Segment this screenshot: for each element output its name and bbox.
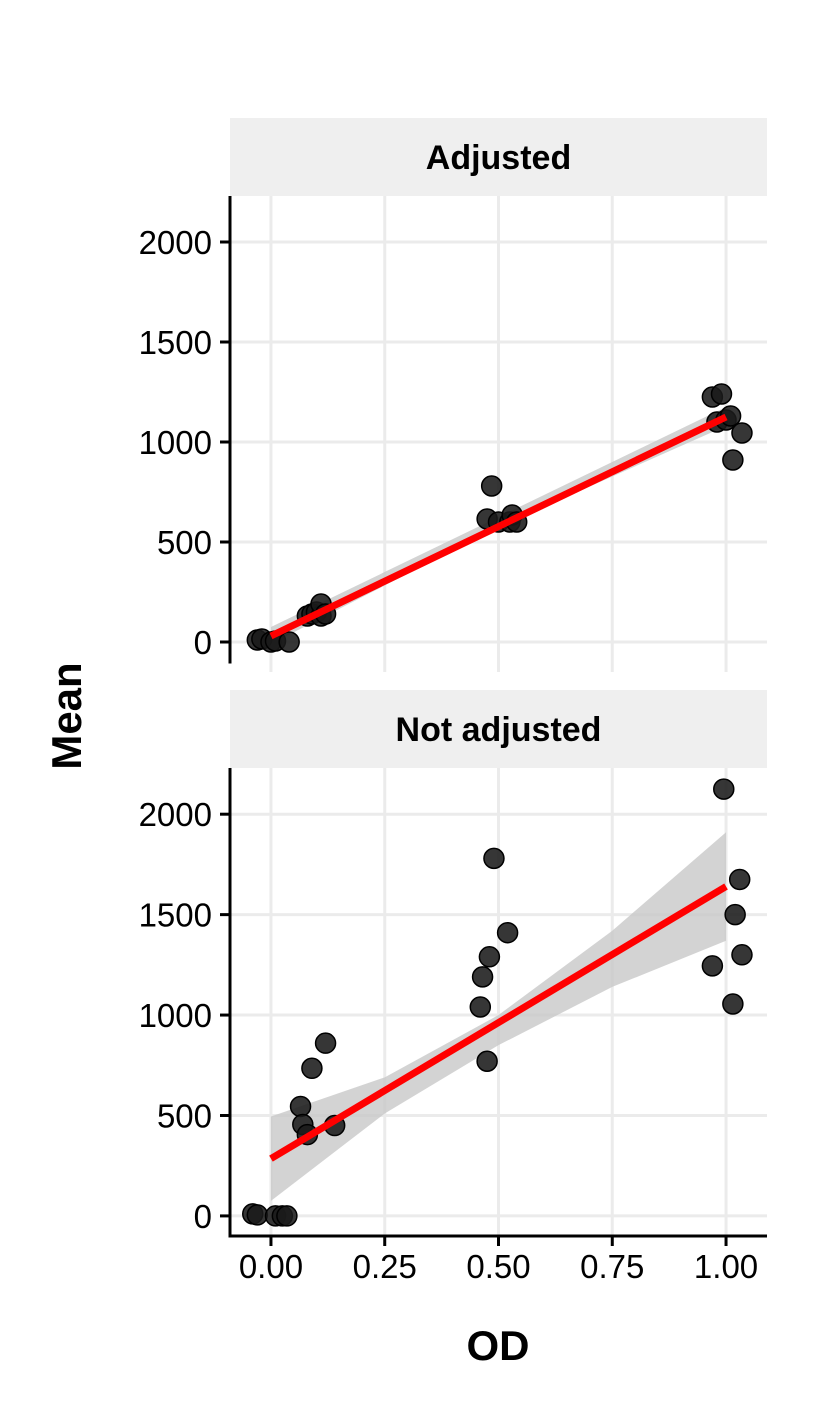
panels: Adjusted 0 500 1000 1500 2000 Not adjusted 0 500… — [139, 118, 767, 1285]
data-point — [724, 903, 746, 926]
x-tick-label: 0.75 — [580, 1248, 644, 1285]
data-point — [289, 1095, 312, 1118]
data-point — [278, 631, 300, 653]
data-point — [314, 1032, 337, 1054]
y-tick-label: 2000 — [139, 796, 212, 833]
panel-strip-label: Not adjusted — [396, 711, 602, 749]
y-axis-title: Mean — [43, 662, 90, 769]
x-tick-label: 1.00 — [694, 1248, 758, 1285]
data-point — [301, 1057, 323, 1080]
x-tick-label: 0.50 — [466, 1248, 530, 1285]
data-point — [480, 475, 503, 497]
data-point — [471, 966, 494, 988]
y-tick-label: 1500 — [139, 324, 212, 361]
y-tick-label: 0 — [194, 1198, 212, 1235]
panel-strip-label: Adjusted — [426, 139, 571, 177]
panel-not-adjusted: Not adjusted 0 500 1000 1500 2000 0.00 0.25 0.50… — [139, 690, 767, 1285]
panel-adjusted: Adjusted 0 500 1000 1500 2000 — [139, 118, 767, 672]
data-point — [246, 1204, 269, 1226]
data-point — [731, 422, 753, 444]
y-tick-label: 1500 — [139, 897, 212, 934]
data-point — [476, 1050, 498, 1073]
y-tick-label: 2000 — [139, 224, 212, 261]
data-point — [722, 449, 744, 471]
data-point — [713, 778, 735, 800]
x-axis-title: OD — [467, 1322, 530, 1369]
y-tick-label: 500 — [157, 524, 212, 561]
data-point — [731, 944, 753, 966]
data-point — [276, 1205, 298, 1227]
x-tick-label: 0.25 — [353, 1248, 417, 1285]
data-point — [728, 868, 751, 891]
confidence-ribbon — [270, 832, 727, 1201]
x-tick-label: 0.00 — [239, 1248, 303, 1285]
data-point — [710, 383, 733, 405]
data-point — [701, 955, 724, 977]
y-tick-label: 1000 — [139, 424, 212, 461]
y-tick-label: 0 — [194, 624, 212, 661]
fit-line — [269, 413, 728, 640]
y-tick-label: 500 — [157, 1097, 212, 1134]
data-point — [469, 996, 492, 1018]
data-point — [483, 847, 505, 870]
data-point — [478, 946, 501, 968]
fit-line — [269, 883, 728, 1162]
data-point — [722, 993, 744, 1015]
y-tick-label: 1000 — [139, 997, 212, 1034]
panel-strip — [230, 690, 767, 768]
data-point — [496, 921, 519, 944]
panel-strip — [230, 118, 767, 196]
